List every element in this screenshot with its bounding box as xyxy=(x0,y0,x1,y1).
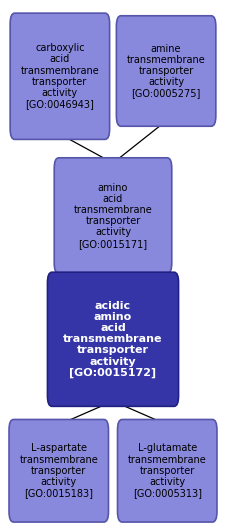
Text: L-glutamate
transmembrane
transporter
activity
[GO:0005313]: L-glutamate transmembrane transporter ac… xyxy=(127,443,206,498)
Text: amino
acid
transmembrane
transporter
activity
[GO:0015171]: amino acid transmembrane transporter act… xyxy=(73,183,152,249)
FancyBboxPatch shape xyxy=(117,420,216,522)
Text: acidic
amino
acid
transmembrane
transporter
activity
[GO:0015172]: acidic amino acid transmembrane transpor… xyxy=(63,300,162,378)
FancyBboxPatch shape xyxy=(9,420,108,522)
FancyBboxPatch shape xyxy=(54,158,171,274)
Text: amine
transmembrane
transporter
activity
[GO:0005275]: amine transmembrane transporter activity… xyxy=(126,44,205,98)
FancyBboxPatch shape xyxy=(116,16,215,126)
Text: L-aspartate
transmembrane
transporter
activity
[GO:0015183]: L-aspartate transmembrane transporter ac… xyxy=(19,443,98,498)
Text: carboxylic
acid
transmembrane
transporter
activity
[GO:0046943]: carboxylic acid transmembrane transporte… xyxy=(20,43,99,109)
FancyBboxPatch shape xyxy=(47,272,178,406)
FancyBboxPatch shape xyxy=(10,13,109,139)
